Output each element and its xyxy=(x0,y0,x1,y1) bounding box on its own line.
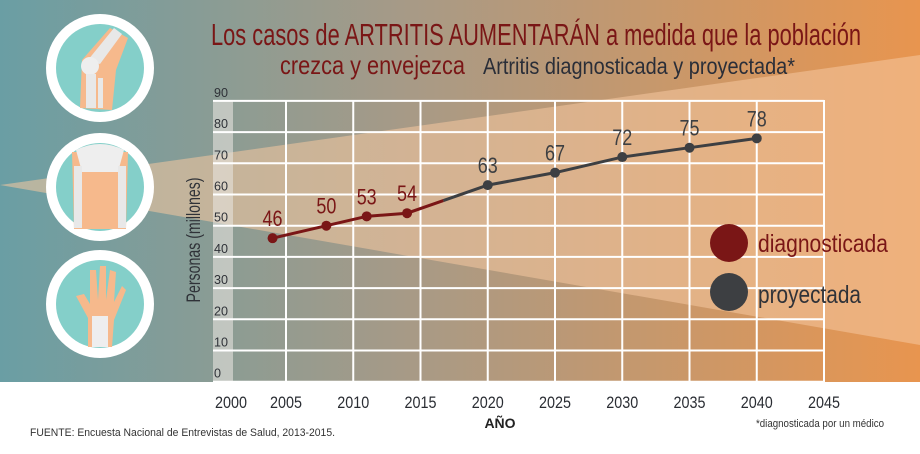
knee-icon xyxy=(46,14,154,122)
point-proyectada xyxy=(684,142,695,153)
chart-subtitle: Artritis diagnosticada y proyectada* xyxy=(483,53,795,79)
data-label-proyectada: 78 xyxy=(747,106,767,131)
data-label-proyectada: 72 xyxy=(612,125,632,150)
point-proyectada xyxy=(617,152,628,163)
point-proyectada xyxy=(482,180,493,191)
x-tick-label: 2045 xyxy=(808,393,840,412)
legend-label-proyectada: proyectada xyxy=(758,281,861,309)
footnote: *diagnosticada por un médico xyxy=(756,418,884,430)
y-tick-label: 0 xyxy=(214,366,221,381)
title-line1: Los casos de ARTRITIS AUMENTARÁN a medid… xyxy=(211,17,861,52)
legend-label-diagnosticada: diagnosticada xyxy=(758,230,888,258)
x-tick-label: 2025 xyxy=(539,393,571,412)
x-tick-label: 2000 xyxy=(215,393,247,412)
data-label-diagnosticada: 53 xyxy=(357,184,377,209)
y-tick-label: 30 xyxy=(214,272,228,287)
series-marks: 46 50 53 54 63 67 72 75 78 xyxy=(263,106,767,244)
data-label-diagnosticada: 50 xyxy=(316,194,336,219)
y-tick-label: 50 xyxy=(214,210,228,225)
point-diagnosticada xyxy=(361,211,372,222)
point-proyectada xyxy=(550,167,560,178)
y-tick-label: 80 xyxy=(214,116,228,131)
point-diagnosticada xyxy=(321,220,332,231)
x-tick-label: 2030 xyxy=(606,393,638,412)
hand-icon xyxy=(46,250,154,358)
y-tick-label: 20 xyxy=(214,303,228,318)
y-tick-label: 10 xyxy=(214,335,228,350)
x-tick-label: 2035 xyxy=(674,393,706,412)
data-label-proyectada: 63 xyxy=(478,153,498,178)
source-note: FUENTE: Encuesta Nacional de Entrevistas… xyxy=(30,427,335,439)
data-label-proyectada: 75 xyxy=(680,116,700,141)
line-proyectada xyxy=(442,136,757,203)
y-axis-label: Personas (millones) xyxy=(184,178,205,303)
x-tick-label: 2040 xyxy=(741,393,773,412)
x-tick-label: 2015 xyxy=(405,393,437,412)
x-axis-label: AÑO xyxy=(484,414,515,431)
grid xyxy=(213,99,825,383)
point-diagnosticada xyxy=(402,208,413,219)
title-line2: crezca y envejezca xyxy=(280,50,465,80)
y-tick-label: 40 xyxy=(214,241,228,256)
point-proyectada xyxy=(751,133,762,144)
legend-marker-diagnosticada xyxy=(710,224,748,262)
x-tick-label: 2020 xyxy=(472,393,504,412)
y-tick-label: 90 xyxy=(214,85,228,100)
point-diagnosticada xyxy=(267,233,278,244)
y-tick-label: 70 xyxy=(214,147,228,162)
x-tick-label: 2010 xyxy=(337,393,369,412)
hip-icon xyxy=(46,133,154,241)
y-tick-label: 60 xyxy=(214,179,228,194)
data-label-diagnosticada: 46 xyxy=(263,206,283,231)
y-axis-band xyxy=(213,100,233,382)
legend-marker-proyectada xyxy=(710,273,748,311)
x-tick-label: 2005 xyxy=(270,393,302,412)
data-label-diagnosticada: 54 xyxy=(397,181,417,206)
data-label-proyectada: 67 xyxy=(545,141,565,166)
